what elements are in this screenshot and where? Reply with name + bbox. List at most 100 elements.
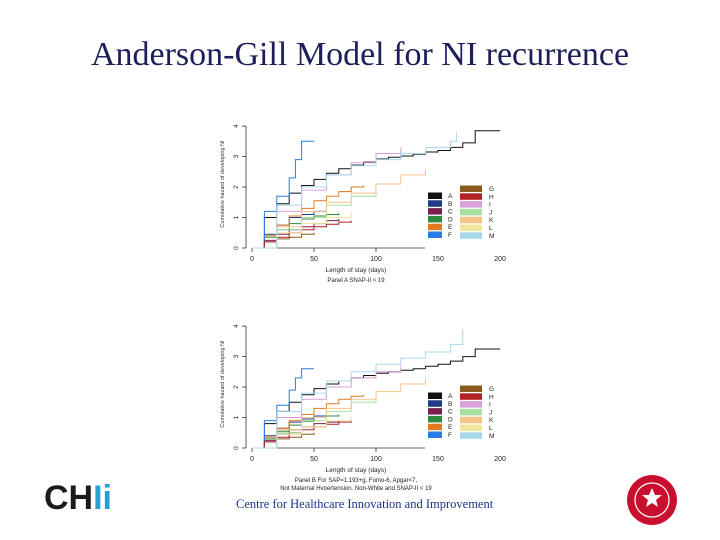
legend-label-i: I <box>489 402 491 409</box>
chi-logo: CHIi <box>44 472 144 517</box>
legend-swatch-j <box>460 408 482 416</box>
legend-label-l: L <box>489 225 493 232</box>
panel-label: Panel A SNAP-II < 19 <box>327 278 385 284</box>
y-tick-label: 2 <box>233 185 240 189</box>
legend-swatch-i <box>460 201 482 208</box>
x-tick-label: 0 <box>250 256 254 263</box>
series-line-f <box>252 140 314 249</box>
seal-icon <box>627 475 677 525</box>
legend-label-i: I <box>489 202 491 209</box>
panel-label: Panel B For SAP=1.193+g, Fomo-6, Apgar<7… <box>295 478 418 484</box>
y-axis-label: Cumulative hazard of developing NI <box>220 340 226 428</box>
legend-swatch-b <box>428 400 442 407</box>
series-line-k <box>252 377 427 449</box>
legend-label-b: B <box>448 401 452 408</box>
x-tick-label: 100 <box>370 256 382 263</box>
x-tick-label: 50 <box>310 256 318 263</box>
chart-panel-b: 0 50 100 150 200 0 1 2 3 4 Cumulative hazard of de… <box>210 300 510 490</box>
chart-svg-b: 0 50 100 150 200 0 1 2 3 4 Cumulative hazard of de… <box>220 324 506 490</box>
legend-label-g: G <box>489 186 494 193</box>
series-line-m <box>252 132 458 249</box>
legend-label-e: E <box>448 224 453 231</box>
x-axis-label: Length of stay (days) <box>326 267 387 274</box>
legend-swatch-a <box>428 192 442 199</box>
legend-swatch-f <box>428 431 442 438</box>
legend-swatch-c <box>428 208 442 215</box>
chi-logo-text: CHIi <box>44 479 112 516</box>
slide-title: Anderson-Gill Model for NI recurrence <box>90 36 630 73</box>
chi-logo-icon: CHIi <box>44 479 112 517</box>
legend-label-d: D <box>448 216 453 223</box>
legend-label-j: J <box>489 409 492 416</box>
legend-swatch-b <box>428 200 442 207</box>
x-tick-label: 0 <box>250 456 254 463</box>
legend-label-a: A <box>448 393 453 400</box>
series-line-a <box>252 348 500 449</box>
x-tick-label: 150 <box>432 456 444 463</box>
series-line-f <box>252 368 314 449</box>
series-line-g <box>252 432 315 449</box>
chart-panel-a: 0 50 100 150 200 0 1 2 3 4 Cumulative hazard of de… <box>210 100 510 290</box>
y-tick-label: 4 <box>233 324 240 328</box>
legend-label-h: H <box>489 394 494 401</box>
series-line-a <box>252 130 500 249</box>
legend-swatch-j <box>460 208 482 216</box>
legend-swatch-e <box>428 223 442 231</box>
legend-swatch-l <box>460 424 482 431</box>
legend-swatch-d <box>428 215 442 223</box>
legend-label-m: M <box>489 433 494 440</box>
y-tick-label: 3 <box>233 154 240 158</box>
legend-label-e: E <box>448 424 453 431</box>
chart-svg-a: 0 50 100 150 200 0 1 2 3 4 Cumulative hazard of de… <box>220 124 506 284</box>
series-line-g <box>252 232 315 249</box>
panel-label: Not Maternal Hypertension, Non-White and… <box>280 486 432 490</box>
y-tick-label: 0 <box>233 446 240 450</box>
university-seal <box>626 474 678 526</box>
legend-swatch-g <box>460 385 482 392</box>
legend-label-l: L <box>489 425 493 432</box>
x-axis-label: Length of stay (days) <box>326 467 387 474</box>
legend-label-h: H <box>489 194 494 201</box>
x-tick-label: 50 <box>310 456 318 463</box>
legend-label-g: G <box>489 386 494 393</box>
legend-label-a: A <box>448 193 453 200</box>
x-tick-label: 200 <box>494 456 506 463</box>
legend-swatch-f <box>428 231 442 238</box>
legend-swatch-h <box>460 393 482 400</box>
series-line-d <box>252 414 340 449</box>
legend-swatch-g <box>460 185 482 192</box>
series-line-d <box>252 213 340 249</box>
y-tick-label: 4 <box>233 124 240 128</box>
legend-swatch-e <box>428 423 442 431</box>
y-tick-label: 1 <box>233 415 240 419</box>
legend-swatch-d <box>428 415 442 423</box>
legend-label-j: J <box>489 209 492 216</box>
legend-swatch-c <box>428 408 442 415</box>
x-tick-label: 100 <box>370 456 382 463</box>
y-tick-label: 0 <box>233 246 240 250</box>
y-tick-label: 3 <box>233 354 240 358</box>
legend-swatch-a <box>428 392 442 399</box>
legend-label-f: F <box>448 232 452 239</box>
x-tick-label: 150 <box>432 256 444 263</box>
series-line-e <box>252 185 365 249</box>
legend-label-m: M <box>489 233 494 240</box>
legend-label-k: K <box>489 417 494 424</box>
series-line-m <box>252 329 464 449</box>
legend-label-b: B <box>448 201 452 208</box>
legend-swatch-l <box>460 224 482 231</box>
legend-label-c: C <box>448 409 453 416</box>
footer-text: Centre for Healthcare Innovation and Imp… <box>236 497 494 511</box>
legend-label-k: K <box>489 217 494 224</box>
y-tick-label: 2 <box>233 385 240 389</box>
legend-swatch-m <box>460 232 482 239</box>
legend-swatch-m <box>460 432 482 439</box>
legend-swatch-h <box>460 193 482 200</box>
legend-swatch-k <box>460 416 482 424</box>
legend-swatch-k <box>460 216 482 224</box>
legend-label-d: D <box>448 416 453 423</box>
chi-logo-ii: Ii <box>93 479 112 516</box>
y-tick-label: 1 <box>233 215 240 219</box>
y-axis-label: Cumulative hazard of developing NI <box>220 140 226 228</box>
legend-swatch-i <box>460 401 482 408</box>
